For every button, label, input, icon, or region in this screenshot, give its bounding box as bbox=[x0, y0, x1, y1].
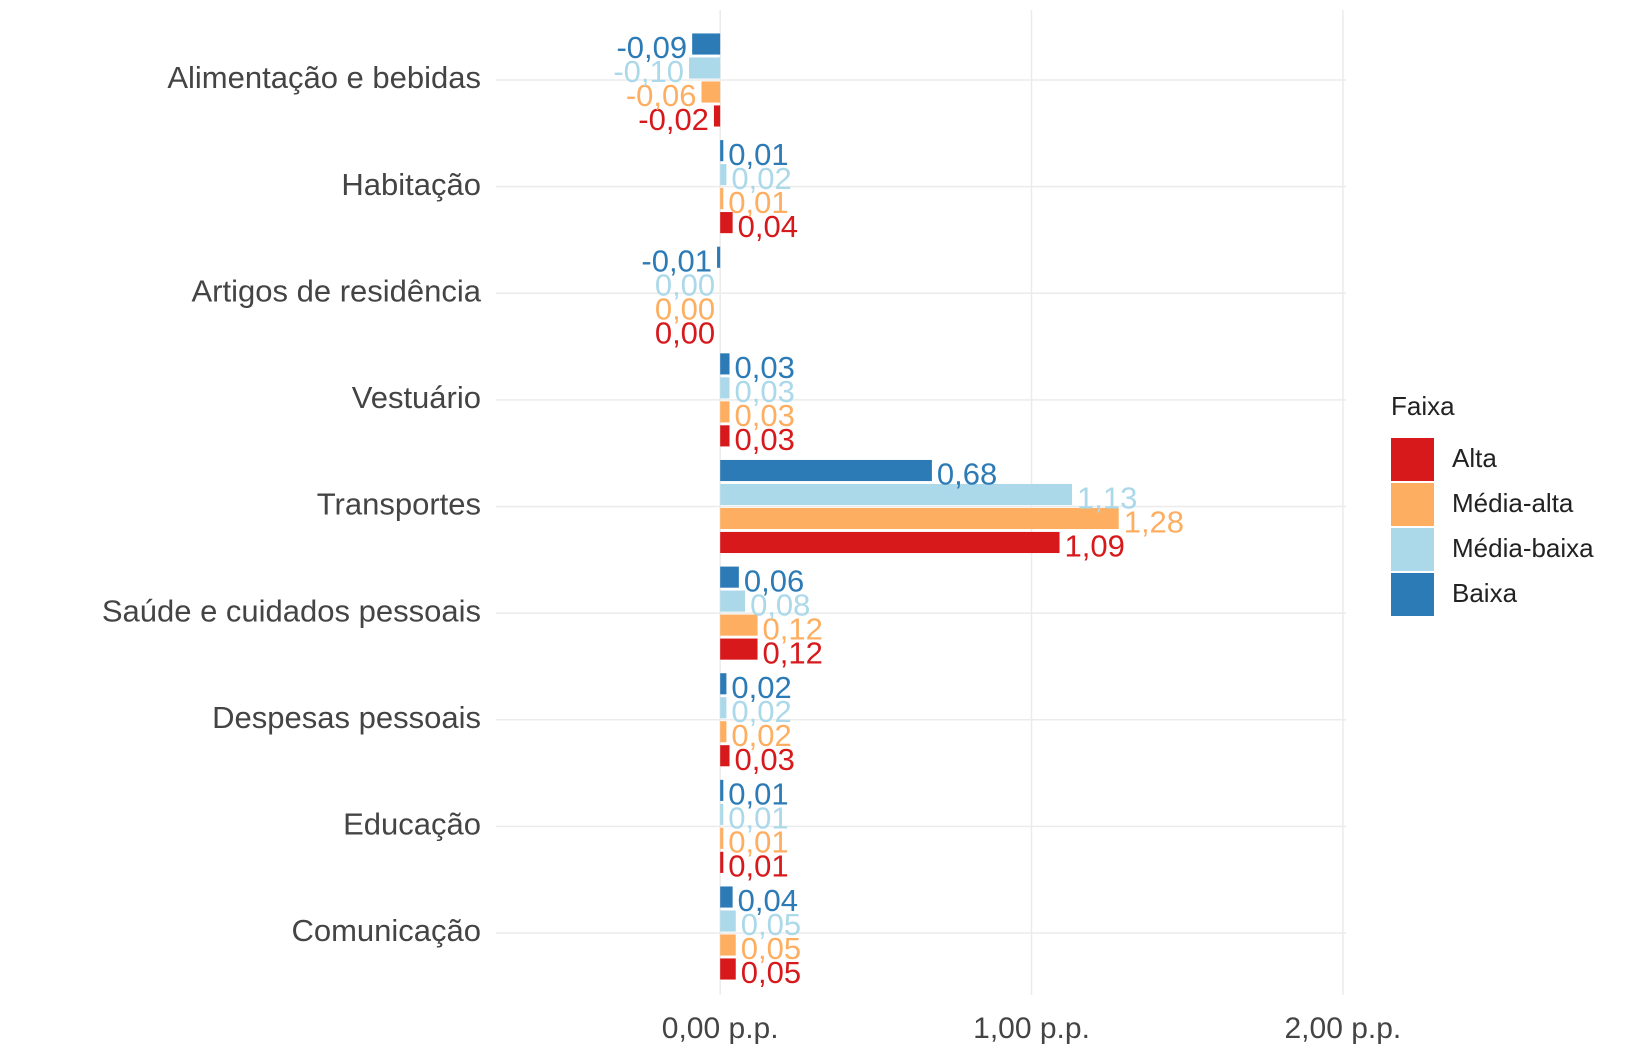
data-label: 0,01 bbox=[728, 801, 788, 836]
x-tick-label: 1,00 p.p. bbox=[973, 1012, 1090, 1045]
y-tick-label: Despesas pessoais bbox=[212, 700, 481, 735]
bar bbox=[720, 614, 758, 636]
data-label: 0,01 bbox=[728, 185, 788, 220]
data-label: 0,02 bbox=[731, 694, 791, 729]
data-label: 0,00 bbox=[655, 315, 715, 350]
data-label: 0,00 bbox=[655, 291, 715, 326]
data-label: -0,02 bbox=[638, 102, 709, 137]
data-label: 0,05 bbox=[741, 931, 801, 966]
data-label: 0,08 bbox=[750, 587, 810, 622]
data-label: 0,02 bbox=[731, 161, 791, 196]
data-label: -0,09 bbox=[616, 30, 687, 65]
bar bbox=[720, 934, 736, 956]
bar bbox=[717, 246, 721, 268]
y-tick-label: Alimentação e bebidas bbox=[167, 60, 481, 95]
data-label: 0,05 bbox=[741, 955, 801, 990]
bar bbox=[720, 910, 736, 932]
y-tick-label: Habitação bbox=[341, 167, 481, 202]
legend-key bbox=[1391, 573, 1434, 616]
legend-key bbox=[1391, 438, 1434, 481]
bar bbox=[720, 638, 758, 660]
data-label: 0,02 bbox=[731, 670, 791, 705]
bar bbox=[720, 566, 739, 588]
bar bbox=[720, 531, 1060, 554]
data-label: 0,68 bbox=[937, 457, 997, 492]
bar bbox=[720, 851, 724, 873]
y-tick-label: Artigos de residência bbox=[192, 273, 482, 308]
x-tick-label: 0,00 p.p. bbox=[662, 1012, 779, 1045]
data-label: 1,09 bbox=[1065, 529, 1125, 564]
data-label: 0,04 bbox=[738, 883, 798, 918]
bar bbox=[720, 958, 736, 980]
data-label: 0,03 bbox=[735, 398, 795, 433]
bar bbox=[720, 212, 733, 234]
bar bbox=[720, 803, 724, 825]
legend-label: Alta bbox=[1452, 443, 1497, 473]
bar bbox=[720, 401, 730, 423]
bar bbox=[720, 590, 746, 612]
data-label: 1,13 bbox=[1077, 481, 1137, 516]
bar bbox=[713, 105, 721, 127]
legend-title: Faixa bbox=[1391, 391, 1455, 421]
legend-key bbox=[1391, 528, 1434, 571]
data-label: 0,01 bbox=[728, 777, 788, 812]
y-tick-label: Educação bbox=[343, 807, 481, 842]
bar bbox=[720, 745, 730, 767]
bar bbox=[720, 425, 730, 447]
data-label: -0,01 bbox=[641, 243, 712, 278]
data-label: -0,06 bbox=[626, 78, 697, 113]
bar bbox=[720, 188, 724, 210]
data-label: 0,03 bbox=[735, 422, 795, 457]
data-label: 0,06 bbox=[744, 563, 804, 598]
y-tick-label: Transportes bbox=[317, 487, 481, 522]
bar bbox=[720, 483, 1073, 506]
bar bbox=[720, 827, 724, 849]
bar bbox=[720, 886, 733, 908]
bar bbox=[720, 507, 1119, 530]
bar bbox=[689, 57, 721, 79]
x-tick-label: 2,00 p.p. bbox=[1285, 1012, 1402, 1045]
data-label: 0,02 bbox=[731, 718, 791, 753]
y-tick-label: Saúde e cuidados pessoais bbox=[102, 593, 481, 628]
bar bbox=[720, 140, 724, 162]
bar bbox=[692, 33, 721, 55]
bar bbox=[720, 779, 724, 801]
bar bbox=[720, 697, 727, 719]
bar bbox=[720, 164, 727, 186]
data-label: -0,10 bbox=[613, 54, 684, 89]
data-label: 0,00 bbox=[655, 267, 715, 302]
bar bbox=[701, 81, 721, 103]
data-label: 0,01 bbox=[728, 849, 788, 884]
bar bbox=[720, 673, 727, 695]
legend-label: Média-baixa bbox=[1452, 533, 1594, 563]
data-label: 0,12 bbox=[763, 635, 823, 670]
legend-label: Média-alta bbox=[1452, 488, 1574, 518]
data-label: 0,03 bbox=[735, 742, 795, 777]
data-label: 0,04 bbox=[738, 209, 798, 244]
bar bbox=[720, 377, 730, 399]
data-label: 0,01 bbox=[728, 137, 788, 172]
y-tick-label: Comunicação bbox=[291, 913, 481, 948]
data-label: 0,01 bbox=[728, 825, 788, 860]
data-label: 1,28 bbox=[1124, 505, 1184, 540]
data-label: 0,05 bbox=[741, 907, 801, 942]
y-tick-label: Vestuário bbox=[352, 380, 481, 415]
data-label: 0,12 bbox=[763, 611, 823, 646]
data-label: 0,03 bbox=[735, 374, 795, 409]
legend-label: Baixa bbox=[1452, 578, 1518, 608]
data-label: 0,03 bbox=[735, 350, 795, 385]
legend-key bbox=[1391, 483, 1434, 526]
bar bbox=[720, 459, 932, 482]
bar bbox=[720, 721, 727, 743]
bar bbox=[720, 353, 730, 375]
